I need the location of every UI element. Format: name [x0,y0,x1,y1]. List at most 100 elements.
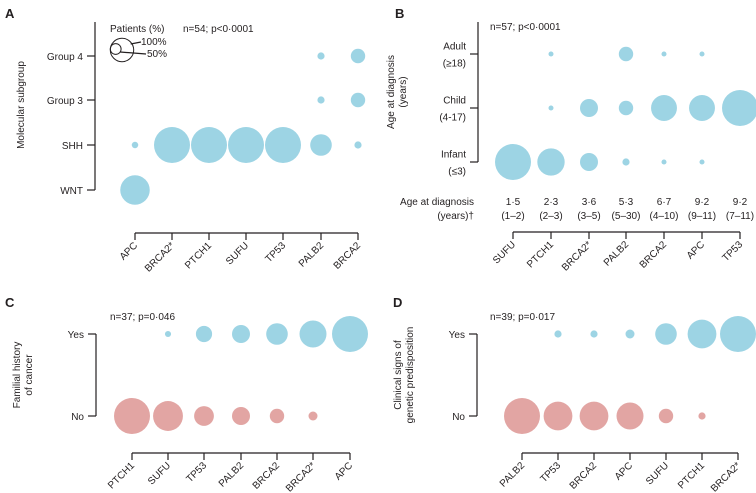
y-tick-label: Yes [449,330,465,341]
bubble-ptch1 [548,51,554,57]
y-tick-label: Yes [68,330,84,341]
x-tick-label: APC [333,460,355,482]
y-tick-label: No [452,412,465,423]
y-tick-label-line: Adult [443,42,466,53]
x-tick-label: APC [118,240,140,262]
age-median: 9·2 [695,197,710,208]
age-range: (3–5) [577,211,600,222]
age-range: (4–10) [650,211,679,222]
bubble-brca2 [266,323,288,345]
bubble-tp53 [722,90,756,126]
bubble-apc [689,95,715,121]
age-median: 6·7 [657,197,672,208]
legend-label-50: 50% [147,49,167,60]
age-median: 2·3 [544,197,559,208]
bubble-brca2-star [299,320,327,348]
bubble-sufu [655,323,677,345]
bubble-palb2 [618,46,634,62]
bubble-brca2 [590,330,598,338]
bubble-brca2-star [580,153,598,171]
age-range: (2–3) [539,211,562,222]
panel-a: An=54; p<0·0001 Molecular subgroup Group 4… [5,6,366,274]
bubble-apc [699,51,705,57]
bubble-ptch1 [537,148,565,176]
bubble-tp53 [265,127,301,163]
stats-annotation: n=57; p<0·0001 [490,22,561,33]
x-tick-label: PTCH1 [525,239,556,270]
bubble-apc [131,141,139,149]
panel-c: Cn=37; p=0·046 Familial historyof cancer Y… [5,295,368,493]
bubble-tp53 [554,330,562,338]
x-tick-label: BRCA2 [638,239,670,271]
x-tick-label: PTCH1 [676,460,707,491]
y-axis-title-line: genetic predisposition [405,327,416,424]
y-axis-title-line: Molecular subgroup [16,61,27,149]
x-tick-label: APC [613,460,635,482]
x-tick-label: TP53 [538,460,563,485]
y-tick-label-line: No [452,412,465,423]
age-median: 9·2 [733,197,748,208]
x-tick-label: BRCA2 [568,460,600,492]
y-axis-title-line: of cancer [24,354,35,396]
x-tick-label: BRCA2* [143,240,177,274]
bubble-sufu [228,127,264,163]
x-tick-label: PALB2 [217,460,247,490]
y-axis-title: Age at diagnosis(years) [386,55,409,129]
y-axis-title-line: Age at diagnosis [386,55,397,129]
bubble-apc [120,175,150,205]
age-median: 1·5 [506,197,521,208]
bubble-palb2 [310,134,332,156]
bubble-tp53 [543,401,573,431]
bubble-brca2 [661,159,667,165]
x-tick-label: TP53 [263,240,288,265]
x-tick-label: TP53 [184,460,209,485]
bubble-apc [616,402,644,430]
x-tick-label: PALB2 [297,240,327,270]
bubble-brca2-star [308,411,318,421]
legend-leader [119,51,147,55]
age-range: (1–2) [501,211,524,222]
x-tick-label: SUFU [146,460,173,487]
bubble-sufu [164,330,172,338]
legend-circle-50 [109,43,122,55]
y-tick-label: Group 4 [47,52,84,63]
x-tick-label: BRCA2* [709,460,743,493]
x-tick-label: SUFU [224,240,251,267]
y-axis-title: Familial historyof cancer [12,342,35,409]
y-tick-label-line: Infant [441,150,466,161]
bubble-palb2 [232,407,250,425]
x-tick-label: APC [685,239,707,261]
legend-label-100: 100% [141,37,167,48]
age-range: (5–30) [612,211,641,222]
y-tick-label: Child (4-17) [439,96,466,124]
bubble-apc [699,159,705,165]
bubble-brca2 [579,401,609,431]
y-tick-label: No [71,412,84,423]
bubble-brca2 [350,92,366,108]
y-tick-label-line: Child [443,96,466,107]
bubble-sufu [658,408,674,424]
y-tick-label-line: Group 4 [47,52,84,63]
x-tick-label: BRCA2* [284,460,318,493]
y-tick-label-line: WNT [60,186,83,197]
bubble-palb2 [232,325,250,343]
bubble-sufu [495,144,531,180]
bubble-brca2-star [154,127,190,163]
bubble-palb2 [622,158,630,166]
x-tick-label: BRCA2 [251,460,283,492]
y-tick-label-line: Group 3 [47,96,84,107]
bubble-brca2 [661,51,667,57]
bubble-ptch1 [698,412,706,420]
bubble-palb2 [618,100,634,116]
bubble-apc [625,329,635,339]
age-median: 5·3 [619,197,634,208]
y-axis-title-line: Familial history [12,342,23,409]
y-tick-label: Group 3 [47,96,84,107]
x-tick-label: PALB2 [498,460,528,490]
bubble-brca2 [350,48,366,64]
bubble-palb2 [504,398,540,434]
y-tick-label-line: Yes [449,330,465,341]
size-legend: 100%50% [109,37,167,63]
legend-circle-100 [109,37,135,63]
